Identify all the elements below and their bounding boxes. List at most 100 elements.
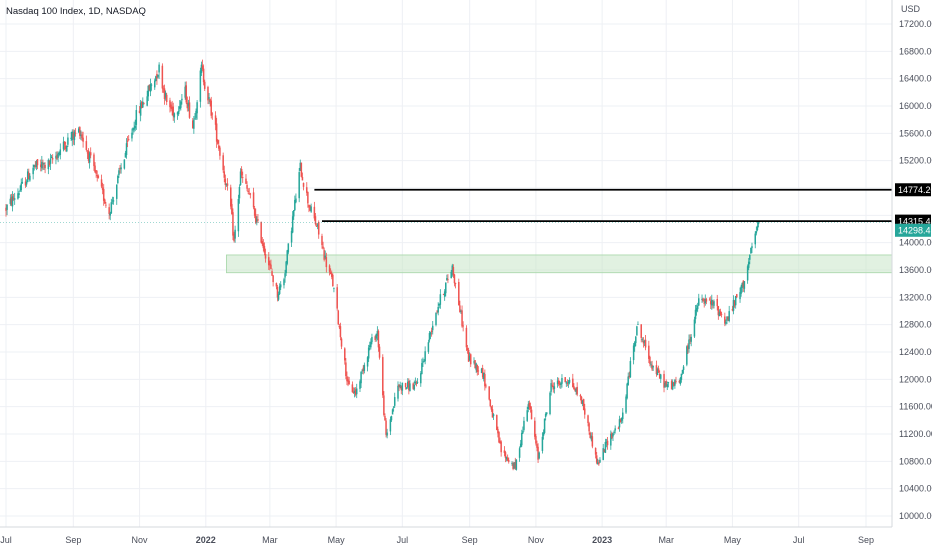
candle — [400, 385, 403, 395]
candle — [617, 426, 620, 430]
candle — [568, 377, 571, 385]
candle-body — [424, 351, 426, 362]
candle-body — [378, 346, 381, 358]
candle — [321, 233, 323, 249]
candle-body — [392, 406, 395, 408]
candle-body — [62, 141, 65, 150]
candle-body — [138, 110, 141, 114]
candle-body — [407, 381, 409, 388]
candle-body — [156, 73, 158, 79]
candle-body — [640, 324, 642, 338]
candle — [374, 335, 376, 342]
candle-body — [155, 76, 157, 82]
candle — [378, 344, 381, 360]
candle — [188, 96, 191, 119]
candle-body — [109, 213, 112, 216]
candle — [415, 380, 418, 387]
candle-body — [93, 154, 95, 167]
candle-body — [95, 170, 97, 174]
y-tick-label: 11600.00 — [899, 402, 932, 412]
candle-body — [632, 345, 635, 361]
candle — [241, 171, 244, 183]
candle-body — [12, 198, 15, 200]
candle — [507, 457, 510, 464]
candle-body — [241, 177, 244, 178]
candle-body — [736, 294, 738, 298]
candle-body — [665, 381, 667, 387]
x-tick-label: Nov — [528, 535, 545, 545]
candle-body — [85, 141, 88, 151]
candle — [287, 243, 290, 255]
candle — [247, 188, 249, 195]
candle-body — [689, 338, 691, 340]
candle — [428, 330, 431, 343]
candle-body — [575, 388, 577, 392]
candle-body — [436, 310, 438, 312]
candle-body — [674, 380, 676, 386]
candle — [637, 321, 639, 325]
candle-body — [355, 388, 358, 395]
y-tick-label: 10000.00 — [899, 511, 932, 521]
candle-body — [270, 264, 272, 269]
candle-body — [526, 410, 528, 421]
candle — [261, 237, 264, 247]
candle-body — [371, 337, 373, 343]
candle-body — [173, 113, 176, 118]
candle-body — [513, 462, 515, 469]
candle-body — [150, 84, 153, 86]
candle — [490, 405, 493, 412]
candle-body — [123, 159, 126, 169]
candle — [63, 140, 66, 151]
candle-body — [323, 250, 325, 260]
candle — [139, 99, 142, 122]
candle — [347, 376, 349, 387]
candle — [437, 302, 439, 316]
candle — [518, 446, 521, 462]
candle — [728, 305, 730, 323]
candle — [740, 284, 742, 297]
x-tick-label: May — [328, 535, 346, 545]
candle — [222, 152, 224, 173]
candle-body — [63, 141, 66, 145]
candle-body — [746, 266, 749, 281]
candle — [664, 381, 666, 388]
candle-body — [429, 332, 432, 335]
candle-body — [353, 390, 356, 393]
candle — [115, 184, 118, 205]
candle — [725, 319, 727, 326]
candle-body — [310, 206, 312, 212]
candle-body — [534, 420, 536, 437]
candle — [127, 135, 130, 141]
candle — [523, 416, 525, 432]
candle-body — [321, 235, 323, 246]
candle — [87, 148, 90, 164]
candle-body — [527, 404, 530, 410]
candle — [147, 85, 150, 102]
candle-body — [589, 432, 591, 439]
candle-body — [567, 381, 570, 384]
candle — [202, 64, 205, 86]
candle — [642, 337, 645, 348]
candle-body — [579, 394, 582, 397]
candle-body — [225, 183, 228, 186]
candle-body — [749, 254, 751, 260]
candle — [549, 391, 551, 416]
candle — [468, 352, 471, 362]
candle-body — [726, 316, 728, 321]
candle-body — [162, 88, 165, 90]
candle — [711, 294, 713, 310]
candle — [109, 211, 112, 221]
candle — [322, 241, 324, 250]
candle-body — [328, 265, 331, 272]
candle — [269, 260, 271, 271]
candle — [581, 399, 584, 407]
candle-body — [468, 355, 471, 361]
candle — [500, 440, 502, 457]
candle — [59, 143, 62, 160]
candle-body — [484, 374, 486, 387]
candle-body — [35, 161, 38, 167]
x-tick-label: Nov — [132, 535, 149, 545]
candle — [110, 198, 113, 214]
candle-body — [462, 325, 464, 327]
